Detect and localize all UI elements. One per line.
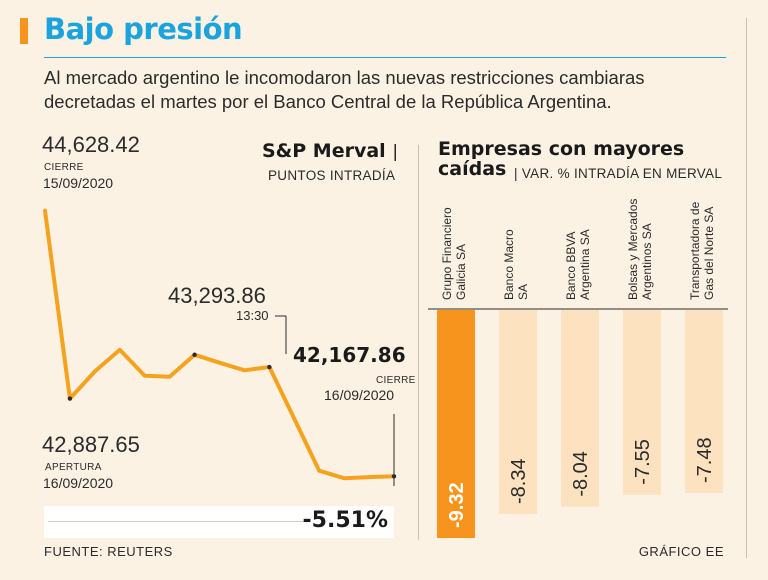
source-note: FUENTE: REUTERS	[44, 544, 173, 559]
bar-category-label: Argentinos SA	[640, 223, 654, 300]
line-chart-subtitle: PUNTOS INTRADÍA	[268, 168, 396, 183]
bar-chart-title: Empresas con mayores caídas	[438, 138, 684, 180]
merval-point	[67, 396, 73, 401]
merval-point	[391, 474, 397, 479]
bar-category-label: Transportadora de	[688, 201, 702, 300]
line-chart-title-separator: |	[392, 142, 399, 162]
bar-value-label: -8.04	[570, 451, 592, 497]
bar-value-label: -7.48	[694, 437, 716, 483]
bar-chart-title-line: Empresas con mayores	[438, 138, 685, 160]
merval-series-line	[43, 208, 396, 481]
bar-category-label: Galicia SA	[454, 244, 468, 300]
bar-value-label: -8.34	[508, 458, 530, 504]
open-date: 16/09/2020	[43, 475, 114, 491]
line-chart-title: S&P Merval |	[262, 140, 398, 162]
bar	[437, 310, 475, 538]
bar	[499, 310, 537, 515]
bar	[561, 310, 599, 507]
graphic-frame	[18, 18, 747, 558]
page-title: Bajo presión	[44, 12, 243, 46]
bar-category-label: Bolsas y Mercados	[626, 199, 640, 300]
bar-chart-subtitle-text: VAR. % INTRADÍA EN MERVAL	[521, 166, 723, 181]
line-chart-title-text: S&P Merval	[262, 140, 386, 162]
bar-category-label: SA	[516, 284, 530, 300]
bar-chart-subtitle-separator: |	[514, 166, 518, 181]
bar	[623, 310, 661, 495]
bar-value-label: -9.32	[446, 482, 468, 528]
change-box-rule	[48, 521, 308, 522]
merval-point	[267, 364, 272, 370]
bar	[685, 310, 723, 493]
section-divider	[418, 145, 419, 540]
open-label: APERTURA	[45, 462, 102, 473]
close-date: 16/09/2020	[324, 387, 395, 403]
bar-value-label: -7.55	[632, 439, 654, 485]
title-accent-bar	[20, 18, 28, 44]
open-value: 42,887.65	[42, 432, 140, 457]
close-value: 42,167.86	[293, 343, 406, 367]
bar-category-label: Argentina SA	[578, 229, 592, 300]
close-label: CIERRE	[376, 375, 416, 386]
bar-chart-subtitle: | VAR. % INTRADÍA EN MERVAL	[514, 166, 722, 181]
change-box: -5.51%	[44, 506, 394, 538]
bar-category-label: Gas del Norte SA	[702, 207, 716, 300]
title-rule	[44, 57, 726, 58]
prev-close-label: CIERRE	[44, 162, 84, 173]
bar-category-label: Banco BBVA	[564, 232, 578, 300]
subtitle: Al mercado argentino le incomodaron las …	[44, 67, 645, 112]
peak-value: 43,293.86	[168, 283, 266, 308]
bar-category-label: Banco Macro	[502, 229, 516, 300]
change-percent: -5.51%	[302, 508, 388, 533]
prev-close-value: 44,628.42	[42, 132, 140, 157]
peak-time: 13:30	[236, 308, 269, 323]
credit-note: GRÁFICO EE	[638, 544, 724, 559]
bar-category-label: Grupo Financiero	[440, 207, 454, 300]
merval-point	[192, 352, 197, 357]
prev-close-date: 15/09/2020	[43, 175, 114, 191]
bar-chart-title-line: caídas	[438, 158, 507, 180]
